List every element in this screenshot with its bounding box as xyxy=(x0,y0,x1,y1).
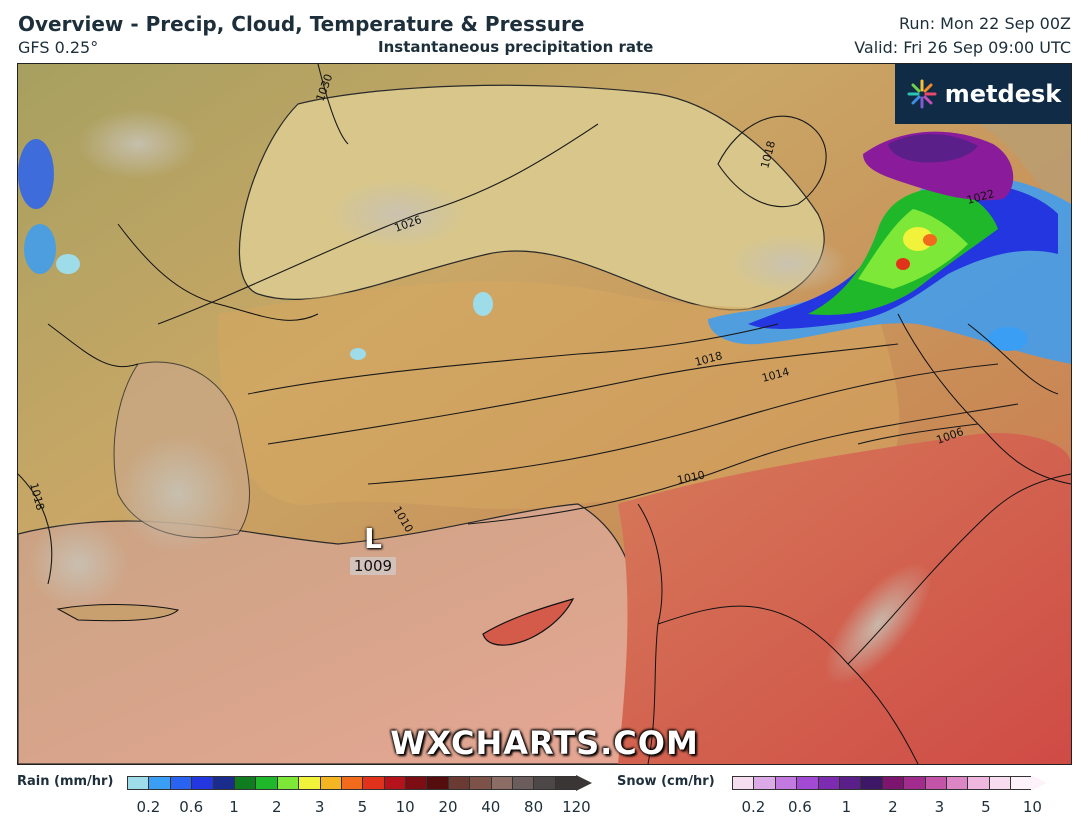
snow-tick-label: 0.6 xyxy=(787,798,812,816)
rain-legend-swatch xyxy=(212,776,234,790)
rain-tick-label: 0.2 xyxy=(136,798,161,816)
snow-legend-swatch xyxy=(838,776,861,790)
rain-tick-label: 1 xyxy=(229,798,239,816)
rain-legend-swatch xyxy=(127,776,149,790)
rain-tick-label: 3 xyxy=(314,798,325,816)
snow-legend-swatch xyxy=(860,776,882,790)
rain-legend-swatch xyxy=(405,776,427,790)
metdesk-starburst-icon xyxy=(907,79,937,109)
rain-legend-arrow xyxy=(576,775,593,791)
snow-legend-swatch xyxy=(967,776,989,790)
snow-legend-swatch xyxy=(753,776,775,790)
snow-tick-label: 5 xyxy=(981,798,991,816)
snow-tick-label: 3 xyxy=(934,798,945,816)
valid-time: Valid: Fri 26 Sep 09:00 UTC xyxy=(854,38,1071,57)
cloud-patch xyxy=(824,563,932,685)
watermark: WXCHARTS.COM xyxy=(390,724,699,762)
snow-legend-title: Snow (cm/hr) xyxy=(617,774,715,789)
rain-band-west xyxy=(24,224,56,274)
rain-cell xyxy=(988,327,1028,351)
cloud-patch xyxy=(78,109,198,179)
rain-tick-label: 40 xyxy=(481,798,501,816)
metdesk-logo[interactable]: metdesk xyxy=(895,64,1071,124)
rain-legend-swatch xyxy=(490,776,513,790)
snow-tick-label: 10 xyxy=(1022,798,1042,816)
snow-legend-swatch xyxy=(817,776,839,790)
rain-legend-swatch xyxy=(362,776,384,790)
rain-legend-swatch xyxy=(383,776,406,790)
rain-legend-title: Rain (mm/hr) xyxy=(17,774,114,789)
rain-legend-swatch xyxy=(447,776,470,790)
snow-legend-swatch xyxy=(732,776,754,790)
snow-legend-swatch xyxy=(881,776,904,790)
rain-cell xyxy=(350,348,366,360)
snow-legend-swatch xyxy=(988,776,1011,790)
snow-tick-label: 2 xyxy=(888,798,898,816)
rain-band-west xyxy=(56,254,80,274)
snow-legend-arrow xyxy=(1031,775,1048,791)
weather-map[interactable]: 1030 1026 1018 1014 1010 1006 1018 1022 … xyxy=(17,63,1072,765)
rain-color-bar xyxy=(127,775,593,792)
rain-tick-label: 2 xyxy=(272,798,282,816)
cloud-patch xyxy=(728,234,848,294)
rain-cell xyxy=(473,292,493,316)
cloud-patch xyxy=(28,519,128,609)
chart-title: Overview - Precip, Cloud, Temperature & … xyxy=(18,12,585,36)
low-pressure-center: L 1009 xyxy=(343,522,403,575)
caucasus-precipitation xyxy=(708,131,1071,364)
rain-legend-swatch xyxy=(191,776,213,790)
rain-band-west xyxy=(18,139,54,209)
snow-legend-swatch xyxy=(903,776,925,790)
rain-legend-swatch xyxy=(554,776,577,790)
low-letter: L xyxy=(364,522,382,555)
snow-tick-label: 1 xyxy=(841,798,852,816)
model-name: GFS 0.25° xyxy=(18,38,99,57)
rain-tick-label: 20 xyxy=(438,798,458,816)
cyprus xyxy=(482,598,575,646)
cloud-patch xyxy=(328,179,468,249)
rain-legend-swatch xyxy=(533,776,555,790)
low-pressure-value: 1009 xyxy=(349,557,397,575)
snow-legend-swatch xyxy=(924,776,946,790)
rain-legend-swatch xyxy=(469,776,491,790)
map-canvas: 1030 1026 1018 1014 1010 1006 1018 1022 … xyxy=(18,64,1071,764)
rain-tick-label: 80 xyxy=(524,798,544,816)
isobars xyxy=(18,64,1019,585)
run-time: Run: Mon 22 Sep 00Z xyxy=(899,14,1071,33)
rain-legend-swatch xyxy=(148,776,170,790)
rain-legend-swatch xyxy=(512,776,534,790)
levant-desert xyxy=(618,433,1071,764)
snow-legend-swatch xyxy=(796,776,818,790)
rain-tick-label: 120 xyxy=(562,798,591,816)
rain-legend-swatch xyxy=(298,776,320,790)
snow-legend: Snow (cm/hr) 0.2 0.6 1 2 3 5 10 xyxy=(617,774,1077,830)
rain-legend-swatch xyxy=(426,776,448,790)
rain-legend-swatch xyxy=(276,776,299,790)
isobar-label: 1010 xyxy=(676,468,706,487)
rain-tick-label: 5 xyxy=(357,798,368,816)
snow-tick-label: 0.2 xyxy=(741,798,766,816)
rain-legend: Rain (mm/hr) 0.2 0.6 1 2 3 5 10 20 40 80 120 xyxy=(17,774,607,830)
rain-legend-swatch xyxy=(340,776,363,790)
layer-name: Instantaneous precipitation rate xyxy=(378,38,654,56)
snow-legend-swatch xyxy=(1010,776,1032,790)
brand-name: metdesk xyxy=(944,80,1062,108)
snow-legend-swatch xyxy=(945,776,968,790)
snow-color-bar xyxy=(732,775,1048,792)
rain-tick-label: 0.6 xyxy=(179,798,204,816)
rain-legend-swatch xyxy=(319,776,341,790)
rain-legend-swatch xyxy=(169,776,192,790)
rain-legend-swatch xyxy=(233,776,256,790)
snow-legend-swatch xyxy=(774,776,797,790)
rain-legend-swatch xyxy=(255,776,277,790)
cloud-patch xyxy=(118,434,238,554)
rain-tick-label: 10 xyxy=(395,798,415,816)
